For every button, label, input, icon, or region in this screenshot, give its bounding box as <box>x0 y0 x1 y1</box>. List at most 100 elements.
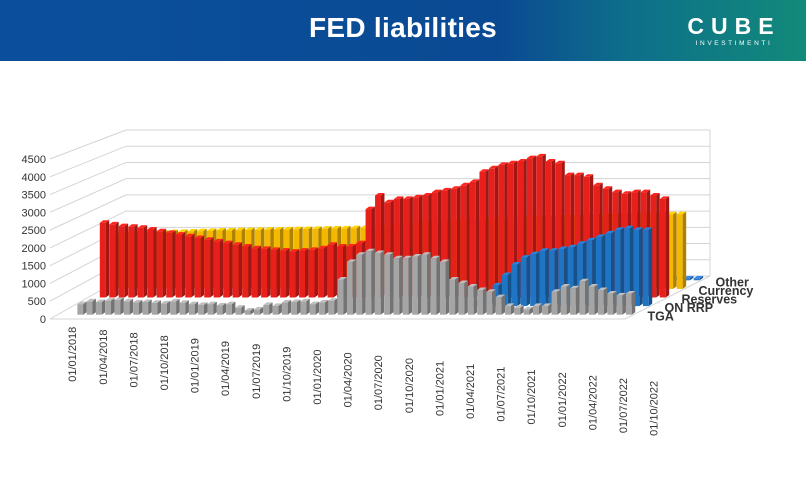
bar-side <box>181 232 186 298</box>
bar-top <box>235 305 245 308</box>
bar-side <box>371 248 375 315</box>
bar-tga <box>291 302 297 315</box>
bar-top <box>356 252 366 255</box>
x-tick-label: 01/10/2022 <box>649 381 661 436</box>
bar-top <box>166 230 176 233</box>
bar-top <box>216 227 226 231</box>
bar-side <box>548 303 552 315</box>
bar-reserves <box>299 250 306 298</box>
bar-side <box>200 235 205 298</box>
y-tick-label: 2500 <box>22 225 46 237</box>
bar-reserves <box>507 163 514 298</box>
bar-top <box>595 234 606 237</box>
bar-side <box>504 162 508 298</box>
bar-side <box>148 299 152 315</box>
bar-top <box>507 160 518 164</box>
bar-reserves <box>251 248 258 298</box>
x-tick-label: 01/01/2019 <box>190 338 202 393</box>
bar-top <box>331 225 341 229</box>
bar-side <box>115 221 119 298</box>
bar-reserves <box>204 239 211 298</box>
bar-side <box>507 272 512 307</box>
bar-side <box>665 196 670 298</box>
bar-top <box>207 301 217 305</box>
bar-side <box>501 294 506 315</box>
bar-top <box>291 299 301 303</box>
bar-top <box>187 228 198 232</box>
bar-tga <box>458 282 465 315</box>
bar-top <box>293 226 303 230</box>
bar-top <box>526 155 537 159</box>
bar-reserves <box>166 232 173 298</box>
bar-side <box>482 287 487 315</box>
bar-side <box>219 238 224 298</box>
bar-reserves <box>280 250 287 298</box>
bar-side <box>520 305 524 315</box>
bar-reserves <box>99 222 106 298</box>
bar-tga <box>430 258 437 315</box>
bar-side <box>445 259 450 315</box>
bar-on-rrp <box>605 233 612 307</box>
bar-top <box>299 248 309 251</box>
bar-reserves <box>413 197 419 298</box>
y-tick-label: 2000 <box>22 243 46 255</box>
bar-top <box>194 235 205 238</box>
bar-top <box>86 298 96 302</box>
bar-top <box>530 251 540 255</box>
bar-tga <box>188 304 195 315</box>
bar-tga <box>328 300 335 315</box>
bar-reserves <box>375 195 381 298</box>
bar-tga <box>337 279 344 315</box>
x-tick-label: 01/04/2018 <box>98 330 110 385</box>
bar-side <box>157 300 162 315</box>
bar-top <box>178 229 188 232</box>
bar-top <box>514 305 524 308</box>
bar-top <box>206 228 217 231</box>
bar-top <box>593 182 603 186</box>
x-tick-label: 01/01/2021 <box>434 361 446 416</box>
bar-top <box>261 246 271 249</box>
bar-side <box>682 211 687 289</box>
bar-top <box>99 220 110 223</box>
bar-side <box>323 245 328 298</box>
bar-tga <box>421 254 428 315</box>
bar-reserves <box>450 188 457 298</box>
bar-top <box>564 172 575 176</box>
bar-top <box>539 248 549 251</box>
bar-top <box>244 307 255 311</box>
bar-side <box>622 292 626 315</box>
y-tick-label: 1000 <box>22 278 46 290</box>
bar-top <box>570 285 580 289</box>
bar-side <box>455 276 459 315</box>
bar-tga <box>579 281 586 315</box>
bar-top <box>450 186 461 189</box>
bar-top <box>602 186 613 189</box>
bar-reserves <box>308 249 315 298</box>
bar-top <box>374 250 385 254</box>
bar-reserves <box>261 248 268 298</box>
bar-side <box>143 225 148 298</box>
bar-top <box>421 252 431 255</box>
bar-reserves <box>327 244 334 298</box>
bar-top <box>621 191 632 194</box>
bar-reserves <box>460 185 467 298</box>
bar-tga <box>170 301 177 315</box>
bar-on-rrp <box>633 229 640 307</box>
bar-side <box>267 246 271 298</box>
bar-top <box>460 182 470 186</box>
bar-top <box>151 300 162 303</box>
bar-top <box>300 298 310 302</box>
bar-top <box>118 223 129 227</box>
bar-side <box>699 275 704 281</box>
bar-top <box>577 241 587 244</box>
bar-side <box>213 301 217 315</box>
bar-top <box>213 238 224 242</box>
bar-tga <box>393 258 400 315</box>
bar-reserves <box>242 246 249 298</box>
bar-top <box>105 298 115 301</box>
bar-side <box>129 298 134 315</box>
bar-side <box>673 211 677 289</box>
x-tick-label: 01/07/2020 <box>373 355 385 410</box>
bar-top <box>321 226 332 229</box>
bar-side <box>250 307 255 315</box>
